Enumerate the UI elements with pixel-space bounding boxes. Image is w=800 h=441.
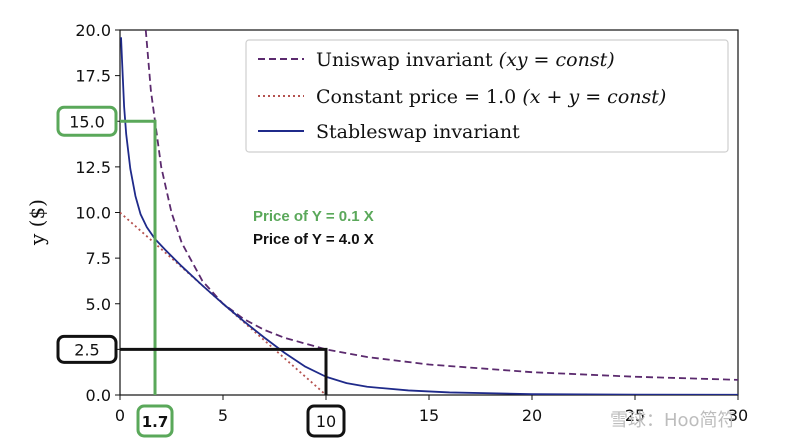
legend-label-uniswap-name: Uniswap invariant	[316, 49, 493, 71]
callouts: 15.0 2.5 1.7 10	[56, 105, 346, 438]
legend-box	[245, 39, 729, 153]
legend-label-constant-name: Constant price = 1.0	[316, 86, 516, 108]
legend-label-stableswap: Stableswap invariant	[316, 121, 520, 143]
x-tick-label: 25	[625, 406, 645, 425]
legend-label-constant-math: (x + y = const)	[522, 86, 666, 108]
y-tick-label: 17.5	[75, 67, 111, 86]
green-y-callout-box	[56, 105, 118, 137]
y-tick-label: 7.5	[86, 249, 111, 268]
black-x-callout-label: 10	[316, 412, 336, 431]
x-tick-label: 30	[728, 406, 748, 425]
y-tick-label: 12.5	[75, 158, 111, 177]
green-y-callout-label: 15.0	[69, 112, 105, 131]
series-stableswap-line	[120, 37, 738, 395]
legend: Uniswap invariant (xy = const) Constant …	[245, 39, 729, 153]
x-tick-label: 5	[218, 406, 228, 425]
green-x-callout-label: 1.7	[142, 413, 169, 431]
y-tick-label: 10.0	[75, 204, 111, 223]
black-y-callout-label: 2.5	[74, 340, 99, 359]
black-y-callout-box	[56, 334, 118, 364]
watermark-text: 雪球：Hoo简符	[610, 410, 736, 431]
annotation-price-black: Price of Y = 4.0 X	[253, 231, 374, 248]
y-tick-label: 0.0	[86, 386, 111, 405]
legend-label-uniswap: Uniswap invariant (xy = const)	[316, 49, 615, 71]
annotation-price-green: Price of Y = 0.1 X	[253, 208, 374, 225]
legend-label-constant: Constant price = 1.0 (x + y = const)	[316, 86, 666, 108]
green-x-callout-box	[136, 404, 174, 438]
black-x-callout-box	[306, 404, 346, 438]
x-tick-label: 0	[115, 406, 125, 425]
black-guide-line	[120, 347, 328, 395]
y-tick-label: 20.0	[75, 21, 111, 40]
x-tick-label: 15	[419, 406, 439, 425]
x-tick-label: 20	[522, 406, 542, 425]
plot-area: 0 5 10 15 20 25 30 0.0 2.5 5.0 7.5 10.0 12.5 15.0 17.5…	[56, 21, 748, 438]
y-tick-label: 5.0	[86, 295, 111, 314]
legend-label-uniswap-math: (xy = const)	[499, 49, 615, 71]
y-axis-label: y ($)	[25, 199, 49, 246]
green-guide-line	[120, 119, 157, 395]
